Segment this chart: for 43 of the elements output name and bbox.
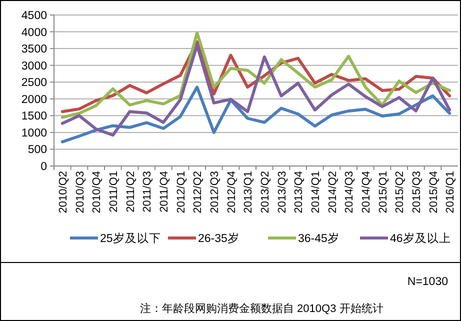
x-tick-label: 2012/Q2 <box>192 171 204 214</box>
y-tick-label: 1500 <box>21 110 47 123</box>
x-tick-label: 2014/Q2 <box>326 171 339 214</box>
y-tick-label: 0 <box>40 161 47 173</box>
x-tick-label: 2011/Q2 <box>124 171 137 212</box>
text: N=1030 <box>407 276 448 288</box>
x-tick-label: 2010/Q3 <box>74 171 86 214</box>
line-series <box>60 31 452 119</box>
legend-label: 26-35岁 <box>198 232 240 245</box>
x-tick-label: 2010/Q4 <box>91 171 104 214</box>
x-tick-label: 2012/Q4 <box>226 171 238 214</box>
x-tick-label: 2011/Q1 <box>108 171 120 212</box>
x-tick-label: 2015/Q1 <box>377 171 390 214</box>
text: 注：年龄段网购消费金额数据自 2010Q3 开始统计 <box>140 302 384 315</box>
y-tick-label: 4000 <box>21 26 47 39</box>
y-tick-label: 1000 <box>21 127 47 140</box>
y-tick-label: 2000 <box>21 94 47 106</box>
x-tick-label: 2013/Q3 <box>276 171 288 214</box>
legend-label: 46岁及以上 <box>390 232 451 245</box>
line-series <box>60 44 452 137</box>
x-tick-label: 2012/Q3 <box>208 171 221 214</box>
x-tick-label: 2015/Q3 <box>410 171 423 214</box>
y-tick-label: 3500 <box>21 44 47 56</box>
x-tick-label: 2016/Q1 <box>444 171 457 214</box>
x-tick-label: 2010/Q2 <box>57 171 70 214</box>
x-tick-label: 2013/Q1 <box>242 171 255 214</box>
x-tick-label: 2014/Q4 <box>360 171 372 214</box>
y-tick-label: 500 <box>28 144 47 156</box>
legend-label: 36-45岁 <box>298 232 340 245</box>
x-tick-label: 2013/Q4 <box>293 171 306 214</box>
legend-label: 25岁及以下 <box>100 232 161 245</box>
y-tick-label: 4500 <box>21 10 47 22</box>
y-tick-label: 2500 <box>21 77 47 90</box>
x-tick-label: 2015/Q4 <box>428 171 440 214</box>
x-tick-label: 2012/Q1 <box>175 171 188 214</box>
line-series <box>60 86 452 144</box>
x-tick-label: 2014/Q1 <box>310 171 322 214</box>
y-tick-label: 3000 <box>21 60 47 72</box>
x-tick-label: 2011/Q4 <box>158 171 170 212</box>
x-tick-label: 2011/Q3 <box>142 171 154 212</box>
x-tick-label: 2014/Q3 <box>344 171 356 214</box>
x-tick-label: 2013/Q2 <box>259 171 272 214</box>
x-tick-label: 2015/Q2 <box>394 171 406 214</box>
